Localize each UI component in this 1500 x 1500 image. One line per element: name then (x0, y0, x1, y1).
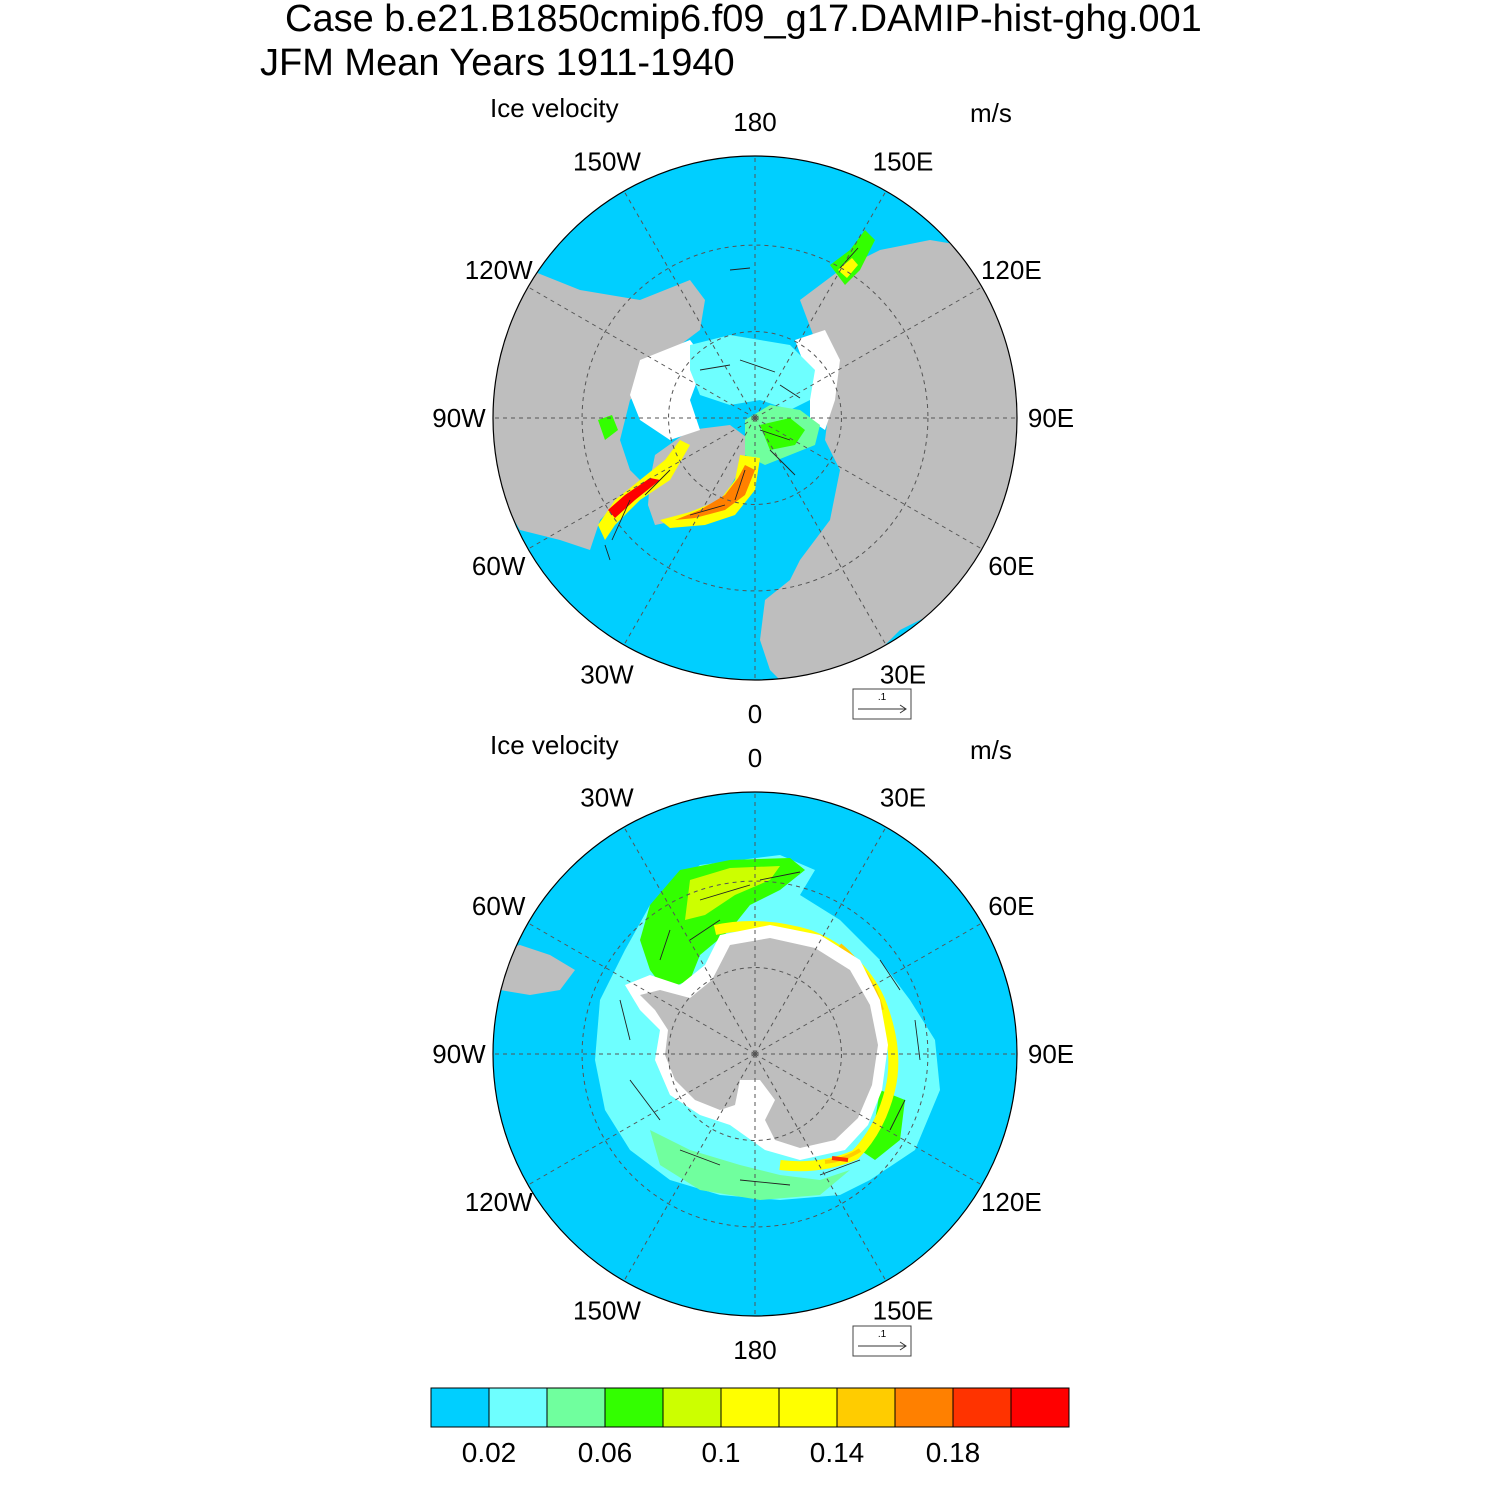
latitude-circle (581, 880, 929, 1228)
north-reference-vector: .1 (852, 688, 912, 720)
longitude-label: 150E (873, 147, 934, 177)
labrador-core-field (608, 478, 660, 518)
longitude-label: 30W (580, 659, 634, 689)
antarctica-land (640, 938, 878, 1148)
bering-core-field (838, 258, 858, 278)
longitude-label: 0 (748, 743, 762, 773)
south-vector-field (619, 871, 921, 1186)
colorbar-swatch (604, 1387, 664, 1428)
north-polar-map: 180 150E 120E 90E 60E 30E 0 30W 60W 90W 120W 150W .… (432, 107, 1074, 729)
south-reference-vector-label: .1 (878, 1329, 887, 1340)
colorbar-label: 0.06 (578, 1437, 633, 1468)
longitude-label: 120E (981, 255, 1042, 285)
north-vector-field (604, 247, 859, 561)
colorbar-swatch (952, 1387, 1012, 1428)
colorbar-swatch (778, 1387, 838, 1428)
colorbar-swatch (894, 1387, 954, 1428)
longitude-label: 30W (580, 783, 634, 813)
transpolar-core-field (760, 418, 805, 450)
north-longitude-labels: 180 150E 120E 90E 60E 30E 0 30W 60W 90W 120W 150W (432, 107, 1074, 729)
siberian-shelf-nodata (795, 330, 840, 430)
longitude-label: 120W (465, 255, 533, 285)
beaufort-gyre-field (690, 335, 815, 410)
coastal-current-hotspot (831, 1156, 849, 1162)
colorbar-label: 0.14 (810, 1437, 865, 1468)
east-greenland-current-field (660, 455, 760, 528)
colorbar-swatch (430, 1387, 490, 1428)
longitude-label: 180 (733, 107, 776, 137)
latitude-circle (668, 967, 842, 1141)
meridian-line (754, 286, 983, 419)
longitude-label: 90W (432, 1039, 486, 1069)
south-graticule (493, 792, 1017, 1316)
north-map-border (492, 155, 1018, 681)
longitude-label: 150W (573, 1295, 641, 1325)
meridian-line (527, 922, 756, 1055)
colorbar-swatch (546, 1387, 606, 1428)
panel-2-units: m/s (970, 735, 1012, 765)
meridian-line (623, 1053, 756, 1282)
figure-title: Case b.e21.B1850cmip6.f09_g17.DAMIP-hist… (285, 0, 1202, 40)
colorbar-label: 0.18 (926, 1437, 981, 1468)
east-greenland-core-field (675, 465, 755, 520)
panel-1-title: Ice velocity (490, 93, 619, 123)
meridian-line (754, 417, 887, 646)
latitude-circle (668, 331, 842, 505)
meridian-line (623, 417, 756, 646)
longitude-label: 60W (472, 891, 526, 921)
longitude-label: 60E (988, 891, 1034, 921)
south-polar-map: 0 30E 60E 90E 120E 150E 180 150W 120W 90W 60W 30W .… (432, 743, 1074, 1365)
south-reference-vector: .1 (852, 1325, 912, 1357)
longitude-label: 180 (733, 1335, 776, 1365)
longitude-label: 90E (1028, 403, 1074, 433)
colorbar: 0.02 0.06 0.1 0.14 0.18 (430, 1387, 1070, 1468)
meridian-line (754, 190, 887, 419)
meridian-line (754, 922, 983, 1055)
colorbar-label: 0.1 (702, 1437, 741, 1468)
panel-1-units: m/s (970, 98, 1012, 128)
hudson-bay-field (598, 415, 618, 440)
longitude-label: 60W (472, 551, 526, 581)
meridian-line (527, 286, 756, 419)
panel-2-title: Ice velocity (490, 730, 619, 760)
south-america-land (500, 945, 575, 995)
south-longitude-labels: 0 30E 60E 90E 120E 150E 180 150W 120W 90W 60W 30W (432, 743, 1074, 1365)
longitude-label: 0 (748, 699, 762, 729)
longitude-label: 150E (873, 1295, 934, 1325)
meridian-line (527, 1053, 756, 1186)
ross-sea-field (650, 1130, 850, 1200)
longitude-label: 150W (573, 147, 641, 177)
longitude-label: 30E (880, 783, 926, 813)
colorbar-swatch (488, 1387, 548, 1428)
longitude-label: 30E (880, 659, 926, 689)
north-reference-vector-label: .1 (878, 692, 887, 703)
longitude-label: 90E (1028, 1039, 1074, 1069)
colorbar-swatch (720, 1387, 780, 1428)
colorbar-swatch (662, 1387, 722, 1428)
meridian-line (623, 190, 756, 419)
north-america-land (493, 270, 705, 550)
colorbar-label: 0.02 (462, 1437, 517, 1468)
arctic-archipelago-nodata (630, 340, 705, 440)
south-map-border (492, 791, 1018, 1317)
longitude-label: 120E (981, 1187, 1042, 1217)
meridian-line (527, 417, 756, 550)
longitude-label: 120W (465, 1187, 533, 1217)
figure-subtitle: JFM Mean Years 1911-1940 (260, 42, 735, 84)
longitude-label: 90W (432, 403, 486, 433)
meridian-line (754, 417, 983, 550)
weddell-core-field (685, 866, 780, 920)
meridian-line (623, 826, 756, 1055)
longitude-label: 60E (988, 551, 1034, 581)
colorbar-swatch (1010, 1387, 1070, 1428)
latitude-circle (581, 244, 929, 592)
colorbar-swatch (836, 1387, 896, 1428)
meridian-line (754, 1053, 887, 1282)
north-graticule (493, 156, 1017, 680)
meridian-line (754, 1053, 983, 1186)
meridian-line (754, 826, 887, 1055)
